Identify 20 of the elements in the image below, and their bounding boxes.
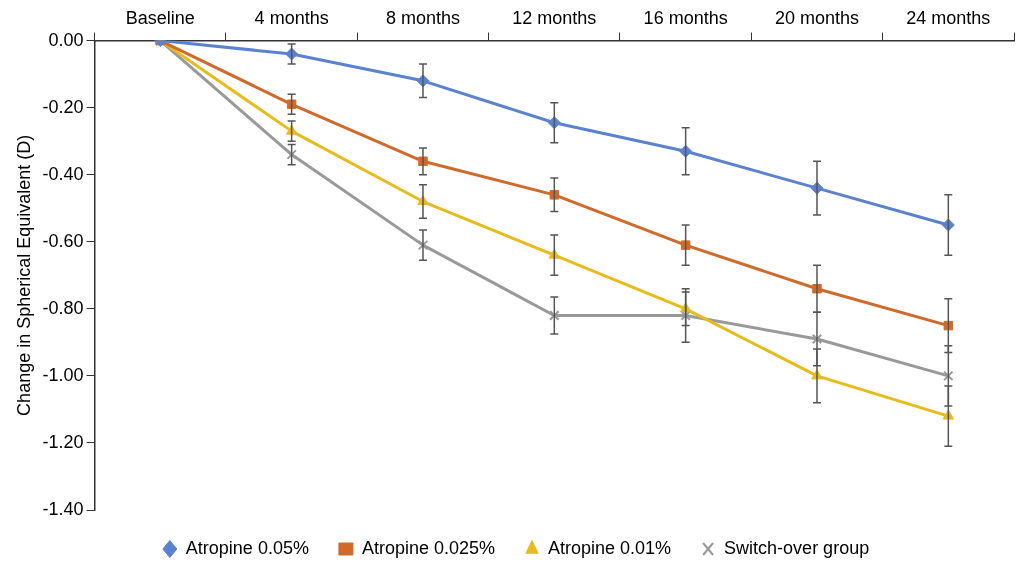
y-tick-label: 0.00 [48, 29, 84, 50]
y-tick-label: -1.40 [42, 498, 84, 519]
x-tick-label: Baseline [125, 7, 195, 28]
legend-label: Atropine 0.01% [548, 537, 672, 558]
x-tick-label: 8 months [385, 7, 460, 28]
y-tick-label: -0.60 [42, 230, 84, 251]
x-tick-label: 20 months [774, 7, 860, 28]
y-axis-title: Change in Spherical Equivalent (D) [13, 134, 34, 416]
legend-label: Atropine 0.05% [185, 537, 309, 558]
y-tick-label: -0.20 [42, 96, 84, 117]
y-tick-label: -1.20 [42, 431, 84, 452]
y-tick-label: -0.40 [42, 163, 84, 184]
x-tick-label: 12 months [512, 7, 597, 28]
x-tick-label: 4 months [254, 7, 329, 28]
legend-label: Switch-over group [724, 537, 870, 558]
x-tick-label: 24 months [906, 7, 991, 28]
y-tick-label: -0.80 [42, 297, 84, 318]
y-tick-label: -1.00 [42, 364, 84, 385]
legend-label: Atropine 0.025% [361, 537, 496, 558]
x-tick-label: 16 months [643, 7, 728, 28]
